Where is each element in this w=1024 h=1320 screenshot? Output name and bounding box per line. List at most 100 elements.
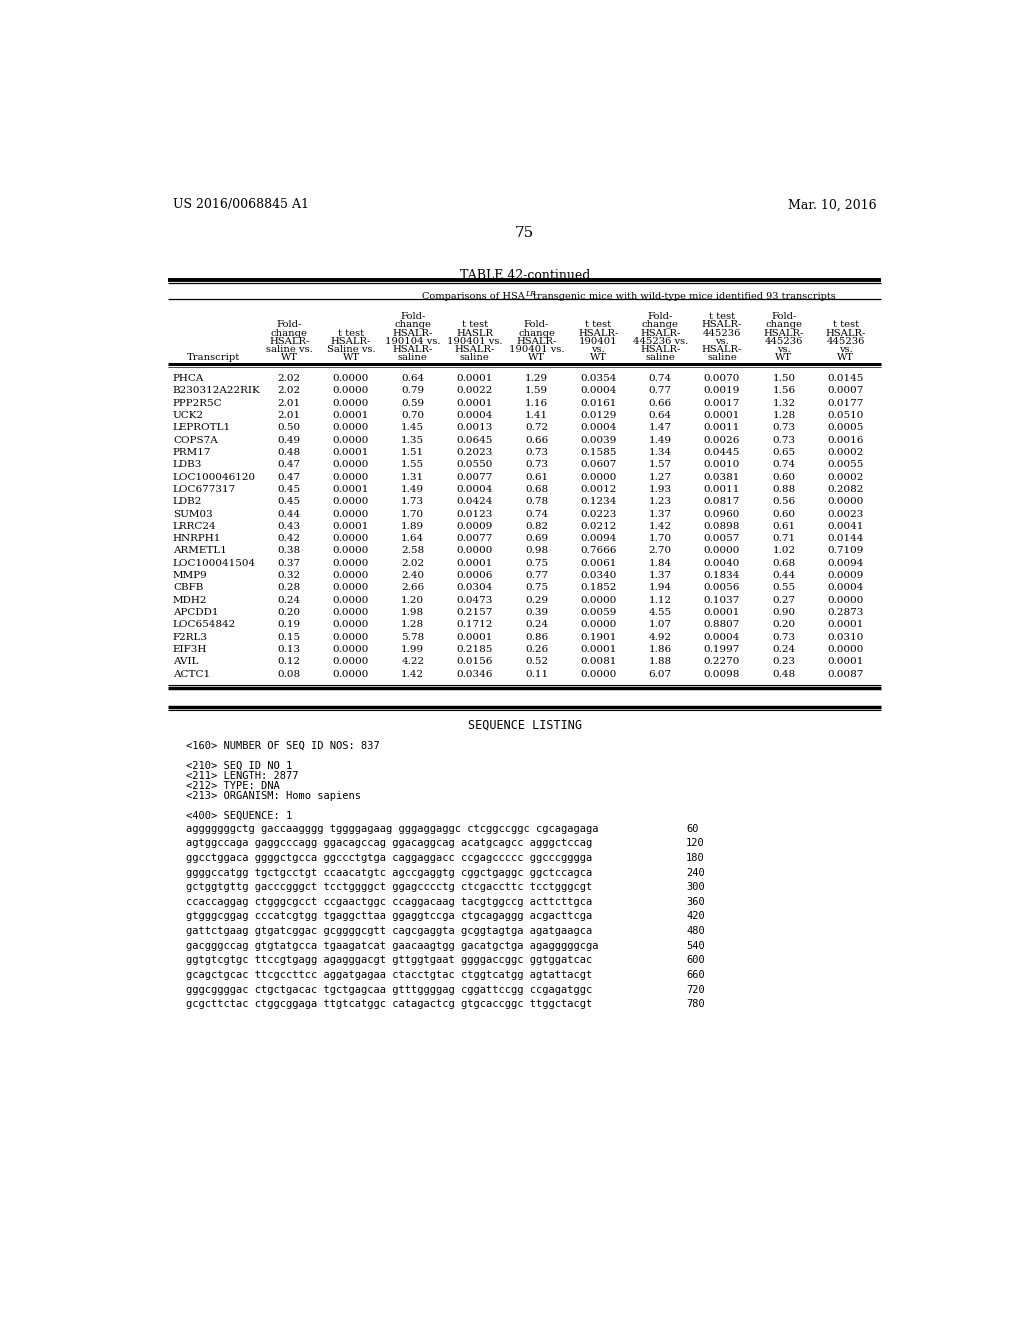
Text: 0.2157: 0.2157 xyxy=(457,609,493,616)
Text: 1.27: 1.27 xyxy=(648,473,672,482)
Text: agtggccaga gaggcccagg ggacagccag ggacaggcag acatgcagcc agggctccag: agtggccaga gaggcccagg ggacagccag ggacagg… xyxy=(186,838,592,849)
Text: 0.1712: 0.1712 xyxy=(457,620,493,630)
Text: 6.07: 6.07 xyxy=(648,669,672,678)
Text: 0.0000: 0.0000 xyxy=(333,595,370,605)
Text: 0.0012: 0.0012 xyxy=(581,484,616,494)
Text: 0.0445: 0.0445 xyxy=(703,447,740,457)
Text: 0.0026: 0.0026 xyxy=(703,436,740,445)
Text: 0.0473: 0.0473 xyxy=(457,595,493,605)
Text: 2.01: 2.01 xyxy=(278,399,301,408)
Text: saline: saline xyxy=(460,352,489,362)
Text: t test: t test xyxy=(338,329,364,338)
Text: 0.45: 0.45 xyxy=(278,498,301,506)
Text: 480: 480 xyxy=(686,927,705,936)
Text: 0.64: 0.64 xyxy=(648,411,672,420)
Text: 2.02: 2.02 xyxy=(401,558,424,568)
Text: 0.90: 0.90 xyxy=(772,609,796,616)
Text: 0.20: 0.20 xyxy=(278,609,301,616)
Text: 0.0081: 0.0081 xyxy=(581,657,616,667)
Text: 0.0006: 0.0006 xyxy=(457,572,493,579)
Text: 0.49: 0.49 xyxy=(278,436,301,445)
Text: 0.74: 0.74 xyxy=(525,510,548,519)
Text: gtgggcggag cccatcgtgg tgaggcttaa ggaggtccga ctgcagaggg acgacttcga: gtgggcggag cccatcgtgg tgaggcttaa ggaggtc… xyxy=(186,911,592,921)
Text: 0.75: 0.75 xyxy=(525,583,548,593)
Text: 0.86: 0.86 xyxy=(525,632,548,642)
Text: 0.0004: 0.0004 xyxy=(703,632,740,642)
Text: HSALR-: HSALR- xyxy=(640,345,680,354)
Text: 0.73: 0.73 xyxy=(525,447,548,457)
Text: 0.0004: 0.0004 xyxy=(827,583,864,593)
Text: 0.8807: 0.8807 xyxy=(703,620,740,630)
Text: 0.77: 0.77 xyxy=(648,387,672,395)
Text: 0.0645: 0.0645 xyxy=(457,436,493,445)
Text: ACTC1: ACTC1 xyxy=(173,669,210,678)
Text: Fold-: Fold- xyxy=(400,313,426,321)
Text: 0.65: 0.65 xyxy=(772,447,796,457)
Text: 2.66: 2.66 xyxy=(401,583,424,593)
Text: 0.0144: 0.0144 xyxy=(827,535,864,543)
Text: 0.2270: 0.2270 xyxy=(703,657,740,667)
Text: ggggccatgg tgctgcctgt ccaacatgtc agccgaggtg cggctgaggc ggctccagca: ggggccatgg tgctgcctgt ccaacatgtc agccgag… xyxy=(186,867,592,878)
Text: 0.0011: 0.0011 xyxy=(703,484,740,494)
Text: 0.0001: 0.0001 xyxy=(457,374,493,383)
Text: 0.0070: 0.0070 xyxy=(703,374,740,383)
Text: 0.0000: 0.0000 xyxy=(581,473,616,482)
Text: 0.20: 0.20 xyxy=(772,620,796,630)
Text: 720: 720 xyxy=(686,985,705,994)
Text: 0.56: 0.56 xyxy=(772,498,796,506)
Text: HSALR-: HSALR- xyxy=(331,337,371,346)
Text: LDB3: LDB3 xyxy=(173,461,203,469)
Text: ccaccaggag ctgggcgcct ccgaactggc ccaggacaag tacgtggccg acttcttgca: ccaccaggag ctgggcgcct ccgaactggc ccaggac… xyxy=(186,896,592,907)
Text: 0.0000: 0.0000 xyxy=(333,436,370,445)
Text: 1.20: 1.20 xyxy=(401,595,424,605)
Text: LRRC24: LRRC24 xyxy=(173,521,216,531)
Text: WT: WT xyxy=(775,352,793,362)
Text: 0.0123: 0.0123 xyxy=(457,510,493,519)
Text: <400> SEQUENCE: 1: <400> SEQUENCE: 1 xyxy=(186,810,293,821)
Text: HSALR-: HSALR- xyxy=(764,329,804,338)
Text: 0.52: 0.52 xyxy=(525,657,548,667)
Text: 1.42: 1.42 xyxy=(401,669,424,678)
Text: 0.2082: 0.2082 xyxy=(827,484,864,494)
Text: 0.78: 0.78 xyxy=(525,498,548,506)
Text: 0.12: 0.12 xyxy=(278,657,301,667)
Text: ggcctggaca ggggctgcca ggccctgtga caggaggacc ccgagccccc ggcccgggga: ggcctggaca ggggctgcca ggccctgtga caggagg… xyxy=(186,853,592,863)
Text: WT: WT xyxy=(528,352,545,362)
Text: 0.0004: 0.0004 xyxy=(457,411,493,420)
Text: 0.0424: 0.0424 xyxy=(457,498,493,506)
Text: 1.49: 1.49 xyxy=(648,436,672,445)
Text: Comparisons of HSA: Comparisons of HSA xyxy=(422,292,524,301)
Text: 1.94: 1.94 xyxy=(648,583,672,593)
Text: 0.0817: 0.0817 xyxy=(703,498,740,506)
Text: 0.0898: 0.0898 xyxy=(703,521,740,531)
Text: 1.41: 1.41 xyxy=(525,411,548,420)
Text: 0.0061: 0.0061 xyxy=(581,558,616,568)
Text: MMP9: MMP9 xyxy=(173,572,208,579)
Text: HSALR-: HSALR- xyxy=(392,345,433,354)
Text: 0.15: 0.15 xyxy=(278,632,301,642)
Text: EIF3H: EIF3H xyxy=(173,645,207,653)
Text: 1.57: 1.57 xyxy=(648,461,672,469)
Text: 0.0550: 0.0550 xyxy=(457,461,493,469)
Text: 0.0010: 0.0010 xyxy=(703,461,740,469)
Text: 0.0000: 0.0000 xyxy=(333,498,370,506)
Text: 0.0019: 0.0019 xyxy=(703,387,740,395)
Text: change: change xyxy=(518,329,555,338)
Text: agggggggctg gaccaagggg tggggagaag gggaggaggc ctcggccggc cgcagagaga: agggggggctg gaccaagggg tggggagaag gggagg… xyxy=(186,824,599,834)
Text: 0.0094: 0.0094 xyxy=(827,558,864,568)
Text: COPS7A: COPS7A xyxy=(173,436,218,445)
Text: 1.37: 1.37 xyxy=(648,572,672,579)
Text: 0.1852: 0.1852 xyxy=(581,583,616,593)
Text: gattctgaag gtgatcggac gcggggcgtt cagcgaggta gcggtagtga agatgaagca: gattctgaag gtgatcggac gcggggcgtt cagcgag… xyxy=(186,927,592,936)
Text: 1.70: 1.70 xyxy=(648,535,672,543)
Text: 0.69: 0.69 xyxy=(525,535,548,543)
Text: 0.39: 0.39 xyxy=(525,609,548,616)
Text: 1.98: 1.98 xyxy=(401,609,424,616)
Text: 0.0077: 0.0077 xyxy=(457,535,493,543)
Text: 1.07: 1.07 xyxy=(648,620,672,630)
Text: 445236: 445236 xyxy=(702,329,741,338)
Text: 1.70: 1.70 xyxy=(401,510,424,519)
Text: 0.0001: 0.0001 xyxy=(333,411,370,420)
Text: 0.0057: 0.0057 xyxy=(703,535,740,543)
Text: 1.37: 1.37 xyxy=(648,510,672,519)
